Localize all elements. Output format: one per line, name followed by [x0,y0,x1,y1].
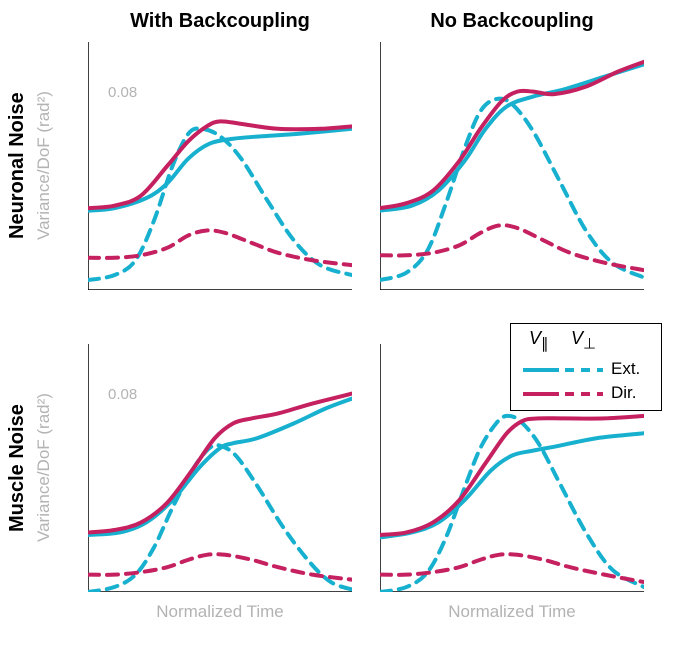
series-dir_solid [380,416,644,535]
x-axis-label-right: Normalized Time [380,602,644,622]
chart-svg [88,344,352,592]
legend-label-ext: Ext. [611,359,640,379]
panel-top-left: 0.08 [88,42,352,290]
panel-top-right [380,42,644,290]
legend-label-dir: Dir. [611,383,637,403]
legend-header-perp: V⊥ [571,328,596,353]
series-ext_solid [88,129,352,211]
y-tick-label: 0.08 [108,386,137,403]
chart-svg [88,42,352,290]
legend-header-parallel: V∥ [529,328,549,353]
y-tick-label: 0.08 [108,84,137,101]
figure: With Backcoupling No Backcoupling Neuron… [0,0,685,653]
y-axis-label-top: Variance/DoF (rad²) [34,42,54,290]
row-title-bottom: Muscle Noise [6,344,29,592]
panel-bottom-left: 0.08 [88,344,352,592]
legend: V∥ V⊥ Ext. Dir. [510,323,662,411]
series-dir_dashed [88,230,352,265]
col-title-left: With Backcoupling [88,10,352,33]
row-title-top: Neuronal Noise [6,42,29,290]
series-ext_dashed [380,416,644,592]
series-dir_solid [380,62,644,208]
col-title-right: No Backcoupling [380,10,644,33]
x-axis-label-left: Normalized Time [88,602,352,622]
series-ext_solid [380,433,644,537]
series-ext_dashed [88,445,352,592]
series-ext_solid [380,64,644,210]
y-axis-label-bottom: Variance/DoF (rad²) [34,344,54,592]
series-ext_solid [88,399,352,535]
chart-svg [380,42,644,290]
